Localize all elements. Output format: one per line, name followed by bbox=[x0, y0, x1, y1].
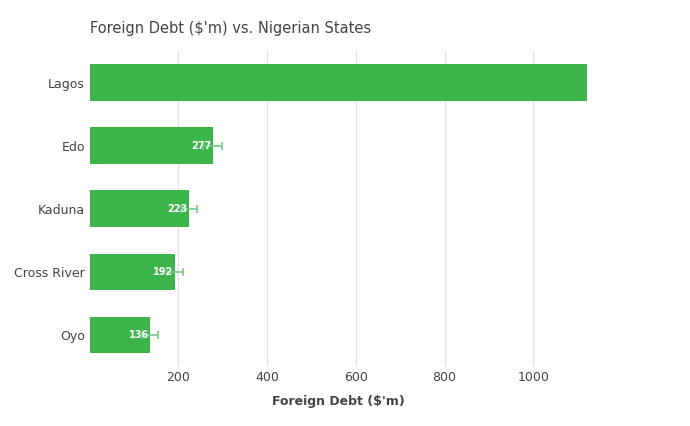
Text: 192: 192 bbox=[153, 267, 174, 277]
Text: pulse: pulse bbox=[615, 390, 658, 404]
Text: by: by bbox=[632, 372, 641, 381]
Bar bbox=[90, 253, 175, 290]
Text: 136: 136 bbox=[128, 330, 149, 340]
X-axis label: Foreign Debt ($'m): Foreign Debt ($'m) bbox=[272, 395, 404, 409]
Bar bbox=[90, 190, 188, 227]
Y-axis label: States: States bbox=[0, 186, 3, 231]
Bar bbox=[90, 317, 150, 353]
Text: Foreign Debt ($'m) vs. Nigerian States: Foreign Debt ($'m) vs. Nigerian States bbox=[90, 21, 371, 36]
Text: 223: 223 bbox=[167, 204, 187, 214]
Text: INSIDER: INSIDER bbox=[616, 354, 657, 363]
Bar bbox=[90, 127, 213, 164]
Text: 1,421: 1,421 bbox=[688, 78, 690, 88]
Bar bbox=[90, 64, 690, 101]
Text: BUSINESS: BUSINESS bbox=[611, 335, 662, 344]
Text: 277: 277 bbox=[191, 141, 211, 151]
